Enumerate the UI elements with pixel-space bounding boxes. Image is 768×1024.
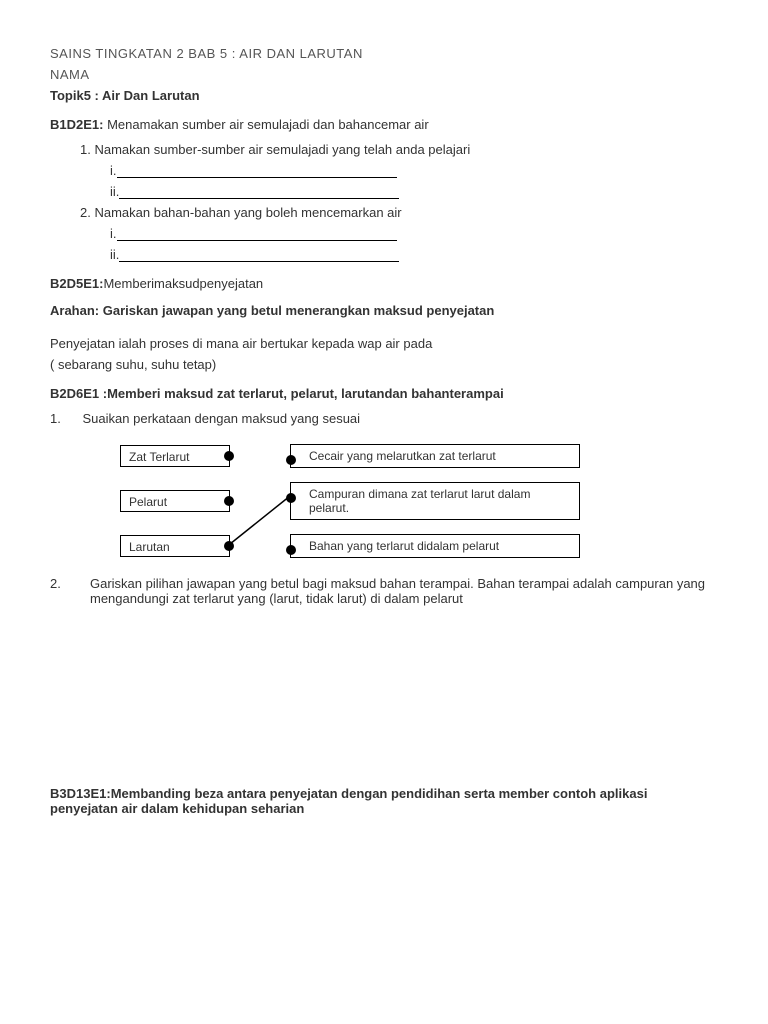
penyejatan-line2: ( sebarang suhu, suhu tetap) (50, 357, 718, 372)
blank-2ii[interactable] (119, 249, 399, 262)
left-box-1[interactable]: Zat Terlarut (120, 445, 230, 467)
left-box-3[interactable]: Larutan (120, 535, 230, 557)
q2-text: Namakan bahan-bahan yang boleh mencemark… (94, 205, 401, 220)
b2d6e1-q2-text: Gariskan pilihan jawapan yang betul bagi… (90, 576, 718, 606)
b1d2e1-code: B1D2E1: (50, 117, 103, 132)
q2-ii-label: ii. (110, 247, 119, 262)
q1-num: 1. (80, 142, 91, 157)
section-b2d6e1: B2D6E1 :Memberi maksud zat terlarut, pel… (50, 386, 718, 606)
right-box-1[interactable]: Cecair yang melarutkan zat terlarut (290, 444, 580, 468)
b2d6e1-q2-num: 2. (50, 576, 90, 606)
q1-text: Namakan sumber-sumber air semulajadi yan… (94, 142, 470, 157)
q2-num: 2. (80, 205, 91, 220)
b3d13e1-code: B3D13E1: (50, 786, 111, 801)
section-b1d2e1: B1D2E1: Menamakan sumber air semulajadi … (50, 117, 718, 262)
section-b3d13e1: B3D13E1:Membanding beza antara penyejata… (50, 786, 718, 816)
b2d6e1-code: B2D6E1 : (50, 386, 107, 401)
b2d5e1-code: B2D5E1: (50, 276, 103, 291)
topik-title: Topik5 : Air Dan Larutan (50, 88, 718, 103)
right-box-2[interactable]: Campuran dimana zat terlarut larut dalam… (290, 482, 580, 520)
document-page: SAINS TINGKATAN 2 BAB 5 : AIR DAN LARUTA… (50, 46, 718, 816)
b2d6e1-desc: Memberi maksud zat terlarut, pelarut, la… (107, 386, 504, 401)
blank-1i[interactable] (117, 165, 397, 178)
right-box-3[interactable]: Bahan yang terlarut didalam pelarut (290, 534, 580, 558)
b2d5e1-desc: Memberimaksudpenyejatan (103, 276, 263, 291)
q1-ii-label: ii. (110, 184, 119, 199)
b1d2e1-desc: Menamakan sumber air semulajadi dan baha… (107, 117, 429, 132)
b3d13e1-desc: Membanding beza antara penyejatan dengan… (50, 786, 647, 816)
match-row-3: Larutan Bahan yang terlarut didalam pela… (120, 534, 718, 558)
matching-diagram: Zat Terlarut Cecair yang melarutkan zat … (120, 444, 718, 558)
section-b2d5e1: B2D5E1:Memberimaksudpenyejatan Arahan: G… (50, 276, 718, 372)
match-row-2: Pelarut Campuran dimana zat terlarut lar… (120, 482, 718, 520)
arahan-label: Arahan: Gariskan jawapan yang betul mene… (50, 303, 718, 318)
left-box-2[interactable]: Pelarut (120, 490, 230, 512)
nama-label: NAMA (50, 67, 718, 82)
blank-2i[interactable] (117, 228, 397, 241)
match-row-1: Zat Terlarut Cecair yang melarutkan zat … (120, 444, 718, 468)
penyejatan-line1: Penyejatan ialah proses di mana air bert… (50, 336, 718, 351)
b2d6e1-q1-num: 1. (50, 411, 61, 426)
course-header: SAINS TINGKATAN 2 BAB 5 : AIR DAN LARUTA… (50, 46, 718, 61)
b2d6e1-q1-text: Suaikan perkataan dengan maksud yang ses… (83, 411, 361, 426)
blank-1ii[interactable] (119, 186, 399, 199)
